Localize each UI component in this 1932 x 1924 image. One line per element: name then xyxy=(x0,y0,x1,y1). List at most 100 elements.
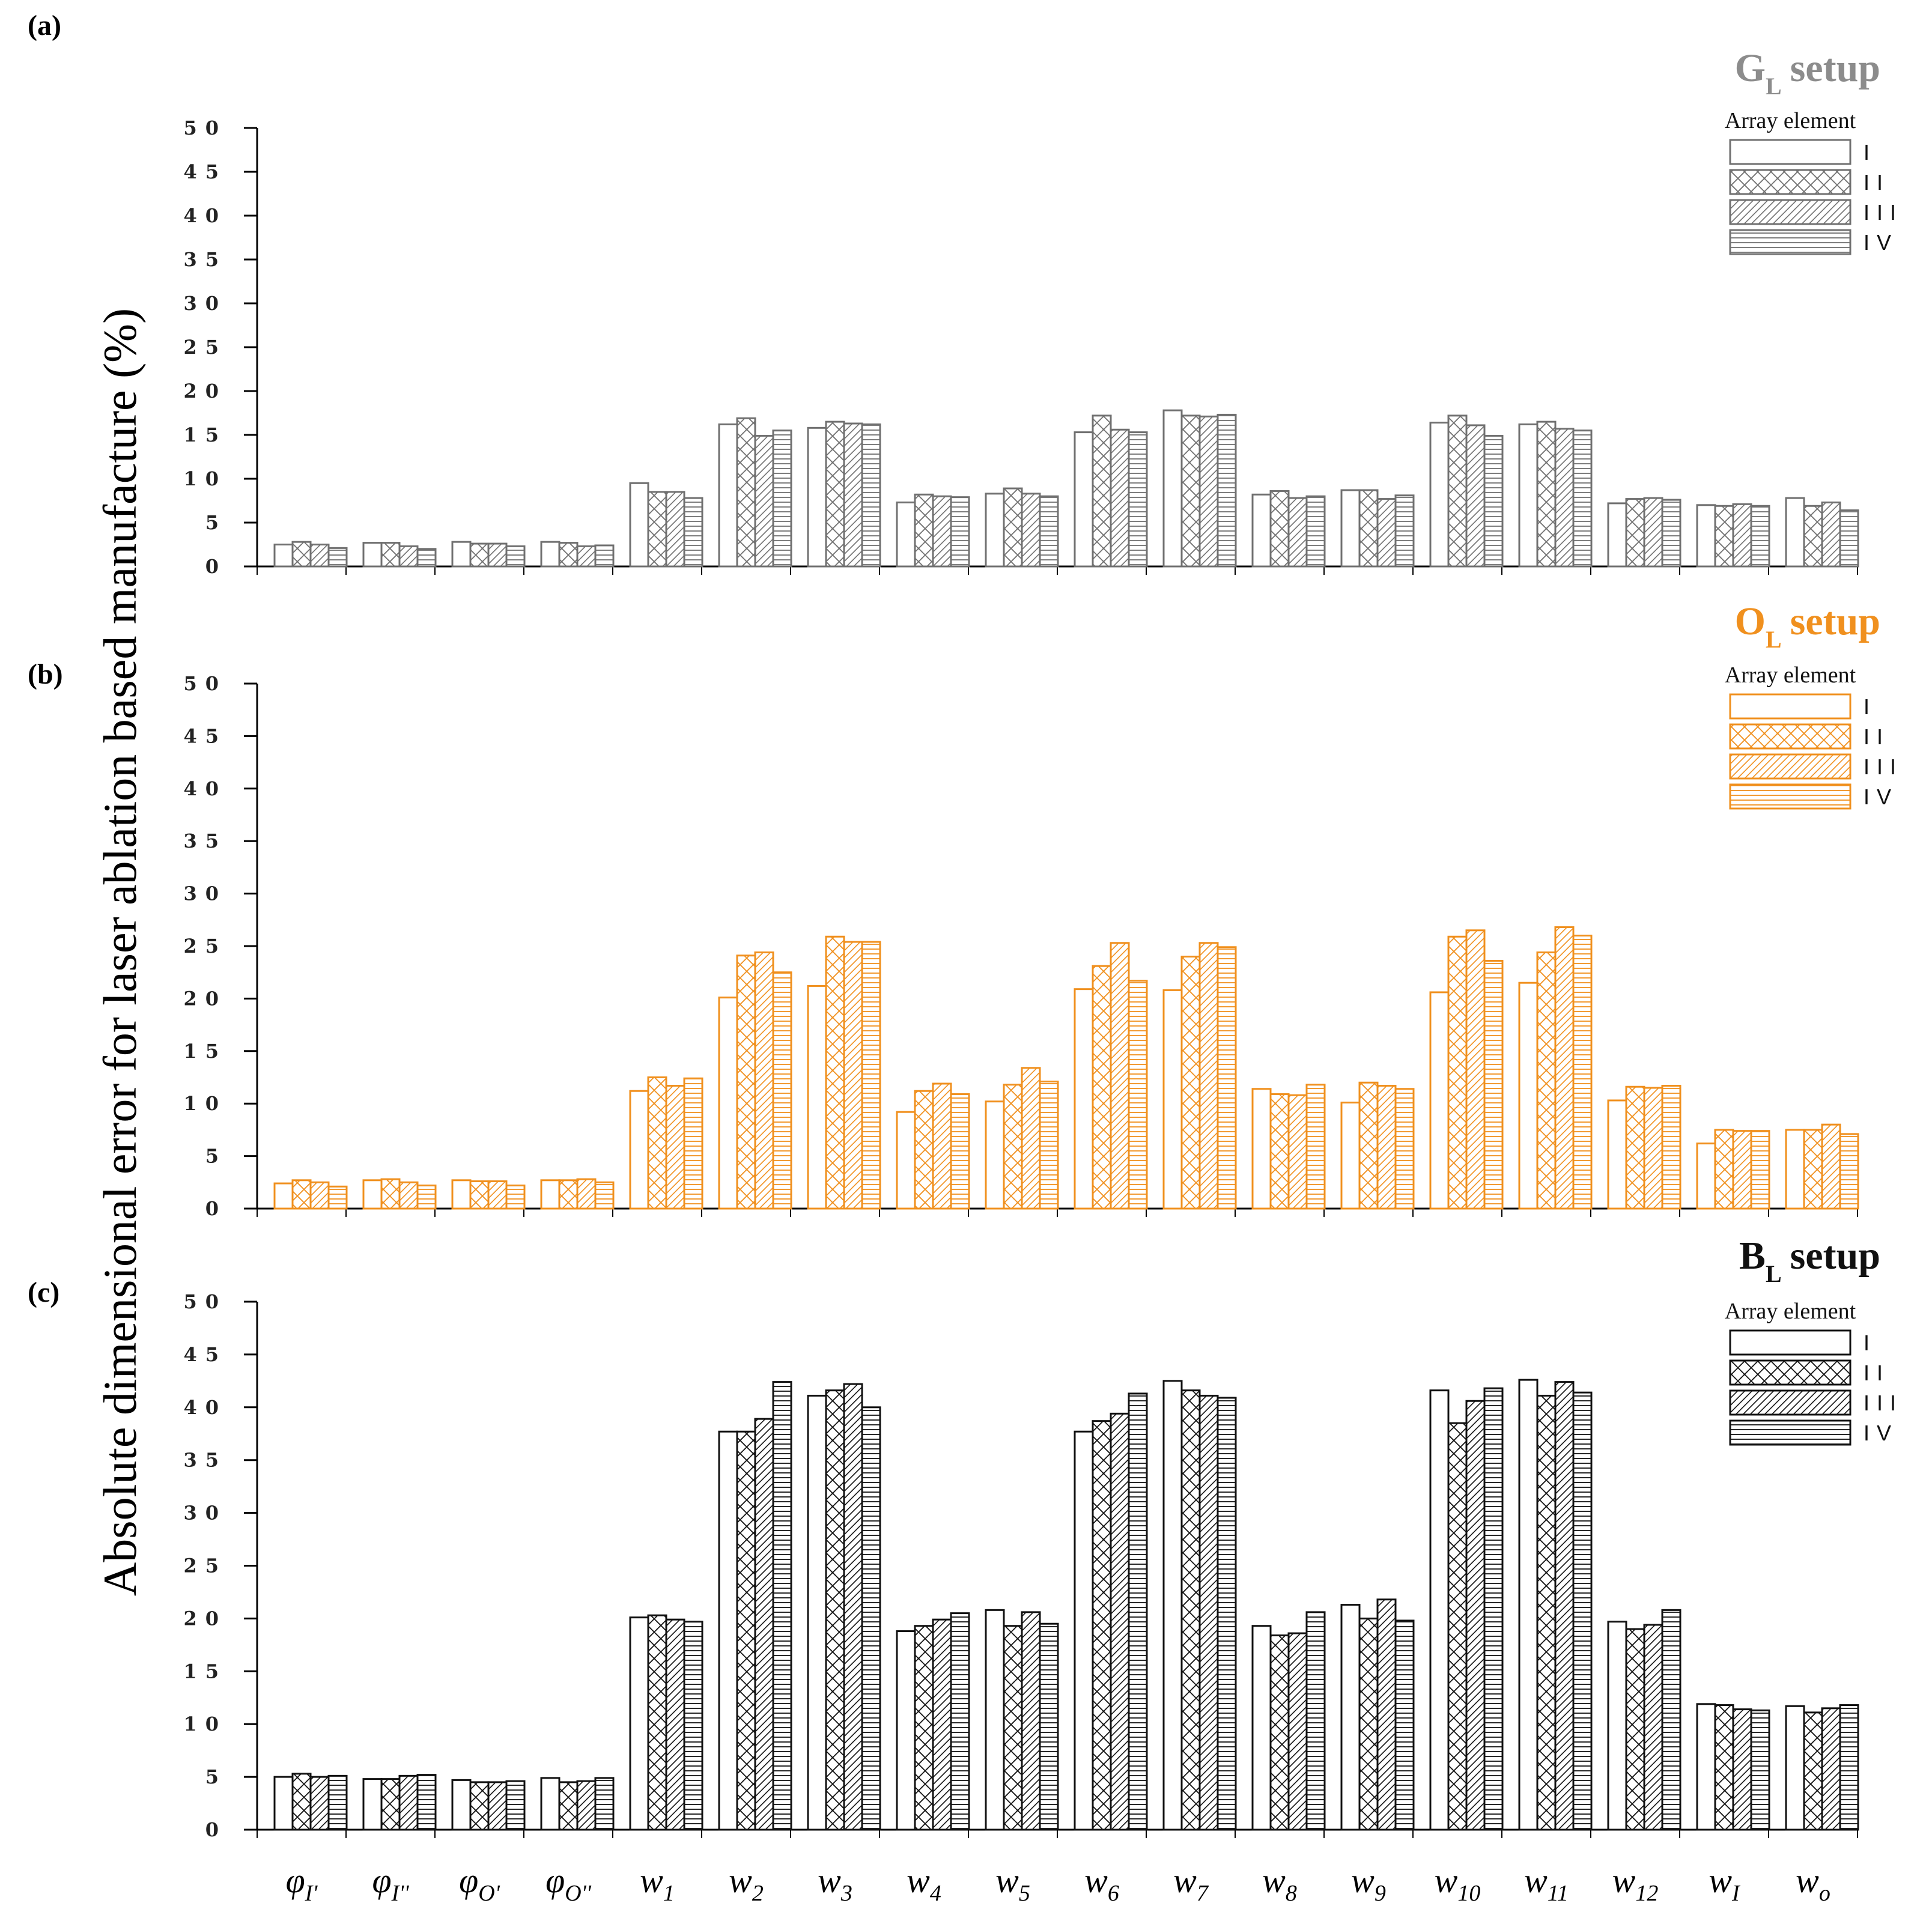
bar-i-w4 xyxy=(896,1630,916,1831)
legend-swatch-iv xyxy=(1729,783,1852,810)
legend-label-iii: III xyxy=(1864,754,1903,779)
bar-ii-w3 xyxy=(825,935,845,1210)
bar-iv-w5 xyxy=(1039,1622,1059,1831)
x-tick-label: w1 xyxy=(640,1861,675,1906)
legend-title: Array element xyxy=(1725,1299,1856,1324)
legend-swatch-i xyxy=(1729,1329,1852,1356)
bar-iii-w4 xyxy=(932,495,952,568)
x-tick-label: w10 xyxy=(1435,1861,1481,1906)
bar-i-φI'' xyxy=(362,1179,383,1210)
bar-iv-w6 xyxy=(1128,431,1148,568)
y-tick-label: 30 xyxy=(183,292,227,315)
y-tick-label: 35 xyxy=(183,1449,227,1472)
x-tick-label: w3 xyxy=(818,1861,852,1906)
bar-ii-w11 xyxy=(1536,1394,1557,1831)
bar-iii-φI'' xyxy=(398,1774,419,1831)
legend-swatch-ii xyxy=(1729,169,1852,195)
x-tick-label: w6 xyxy=(1084,1861,1119,1906)
bar-iii-w8 xyxy=(1287,497,1308,568)
bar-ii-w9 xyxy=(1358,489,1379,568)
bar-ii-w6 xyxy=(1092,414,1112,568)
bar-ii-wI xyxy=(1714,505,1734,568)
bar-i-w7 xyxy=(1162,1380,1183,1831)
bar-ii-w10 xyxy=(1447,414,1468,568)
bar-iv-w7 xyxy=(1217,1397,1237,1831)
bar-iii-w5 xyxy=(1021,493,1041,568)
x-tick-label: w12 xyxy=(1612,1861,1659,1906)
bar-ii-wI xyxy=(1714,1129,1734,1210)
bar-i-w7 xyxy=(1162,409,1183,568)
bar-i-w3 xyxy=(807,426,827,568)
bar-iv-w11 xyxy=(1572,935,1593,1210)
legend-swatch-iv xyxy=(1729,229,1852,255)
bar-i-wo xyxy=(1785,497,1805,568)
bar-ii-wI xyxy=(1714,1704,1734,1831)
bar-i-φO' xyxy=(451,1779,472,1831)
bar-i-w1 xyxy=(629,482,649,568)
legend-swatch-iv xyxy=(1729,1419,1852,1446)
bar-iii-wo xyxy=(1821,1707,1841,1831)
bar-iv-w8 xyxy=(1305,495,1326,568)
bar-iv-φI' xyxy=(327,547,348,568)
bar-iii-w11 xyxy=(1554,428,1575,568)
bar-iv-wo xyxy=(1839,1133,1859,1210)
bar-i-w8 xyxy=(1251,1088,1272,1210)
bar-iv-wo xyxy=(1839,509,1859,568)
bar-iv-φI'' xyxy=(416,548,437,568)
legend-swatch-i xyxy=(1729,693,1852,720)
bar-iv-w1 xyxy=(683,1077,703,1210)
bar-iii-w7 xyxy=(1198,415,1219,568)
bar-iv-w5 xyxy=(1039,495,1059,568)
panel-label: (a) xyxy=(28,10,61,41)
bar-iii-w8 xyxy=(1287,1094,1308,1210)
y-tick-label: 40 xyxy=(183,204,227,227)
bar-ii-w2 xyxy=(736,954,756,1210)
y-tick-label: 40 xyxy=(183,777,227,800)
x-tick-label: w9 xyxy=(1351,1861,1386,1906)
bar-iv-w9 xyxy=(1394,494,1415,568)
bar-iv-w4 xyxy=(950,496,970,568)
bar-ii-w7 xyxy=(1180,955,1201,1210)
bar-iii-w7 xyxy=(1198,1394,1219,1831)
bar-iv-φO'' xyxy=(594,544,615,568)
panel-title: OL setup xyxy=(1735,599,1880,653)
x-tick-label: w2 xyxy=(729,1861,764,1906)
bar-iii-φI'' xyxy=(398,545,419,568)
bar-iv-φI'' xyxy=(416,1774,437,1831)
bar-iv-φO'' xyxy=(594,1181,615,1210)
y-tick-label: 10 xyxy=(183,1092,227,1115)
bar-iii-wo xyxy=(1821,1123,1841,1210)
bar-iv-w11 xyxy=(1572,1391,1593,1831)
legend-label-iv: IV xyxy=(1864,230,1898,255)
bar-i-w11 xyxy=(1518,423,1539,568)
bar-iv-φO'' xyxy=(594,1777,615,1831)
bar-iii-w3 xyxy=(843,941,863,1210)
bar-iv-w3 xyxy=(861,1406,881,1831)
bar-iv-φO' xyxy=(505,1780,526,1831)
bar-ii-w12 xyxy=(1625,498,1645,568)
bar-i-w8 xyxy=(1251,493,1272,568)
bar-i-w10 xyxy=(1429,1389,1450,1831)
bar-ii-w1 xyxy=(647,1076,667,1210)
bar-ii-φO' xyxy=(469,542,490,568)
y-tick-label: 35 xyxy=(183,248,227,271)
bar-iii-w5 xyxy=(1021,1611,1041,1831)
legend-swatch-i xyxy=(1729,139,1852,165)
bar-ii-w10 xyxy=(1447,1422,1468,1831)
bar-ii-w7 xyxy=(1180,414,1201,568)
bar-iii-w9 xyxy=(1376,498,1397,568)
bar-iv-w11 xyxy=(1572,429,1593,568)
bar-ii-φO' xyxy=(469,1180,490,1210)
bar-ii-w5 xyxy=(1003,1625,1023,1831)
bar-iii-w1 xyxy=(665,491,685,568)
legend-label-iv: IV xyxy=(1864,784,1898,809)
x-tick-label: φO'' xyxy=(545,1861,592,1906)
bar-iii-wo xyxy=(1821,501,1841,568)
bar-iv-w2 xyxy=(772,971,792,1210)
bar-iv-w6 xyxy=(1128,1392,1148,1831)
bar-i-w4 xyxy=(896,1111,916,1210)
y-tick-label: 0 xyxy=(205,555,227,578)
bar-ii-φI' xyxy=(291,1179,312,1210)
y-tick-label: 50 xyxy=(183,672,227,695)
